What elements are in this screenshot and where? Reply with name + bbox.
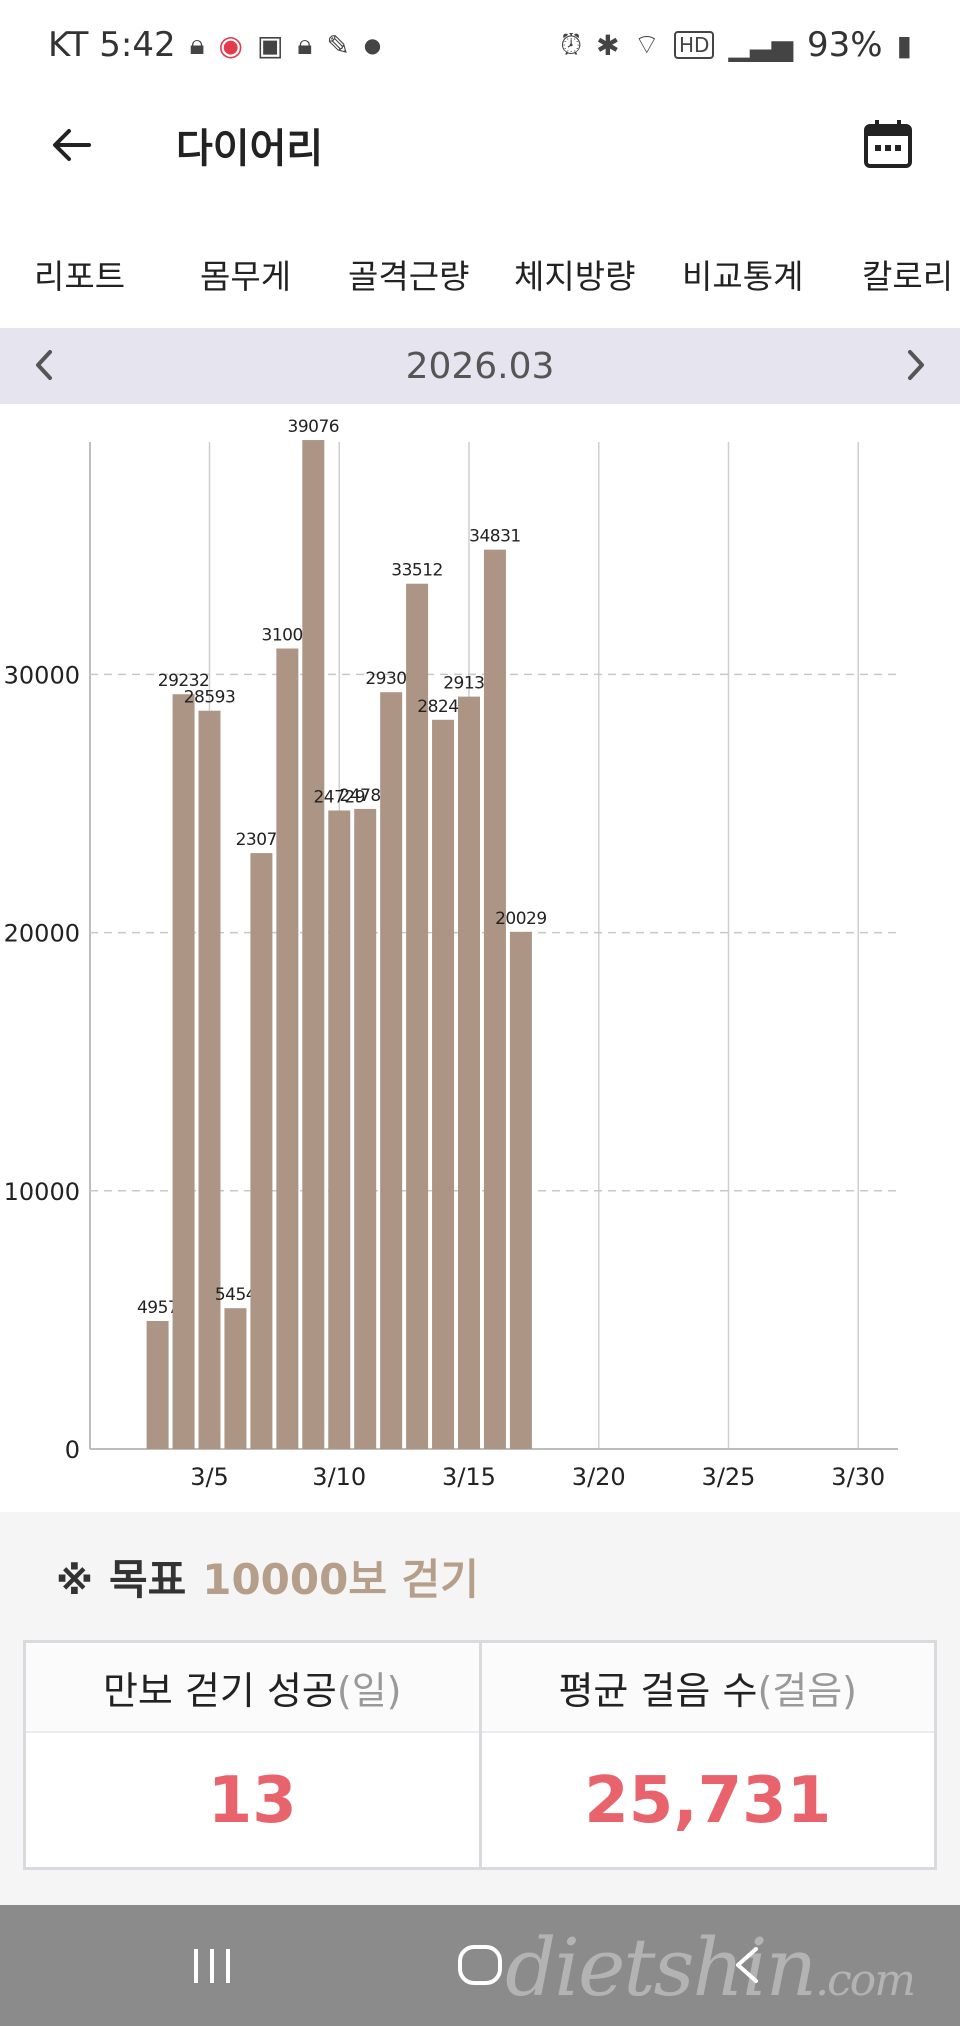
back-nav-icon[interactable]: [730, 1943, 764, 1991]
stat-value: 25,731: [584, 1764, 832, 1838]
data-label: 5454: [215, 1285, 256, 1305]
dot-icon: ●: [363, 33, 382, 57]
back-arrow-icon[interactable]: [46, 120, 96, 170]
data-label: 4957: [137, 1298, 178, 1318]
goal-value: 10000보 걷기: [202, 1555, 479, 1604]
battery-text: 93%: [807, 25, 883, 65]
status-right: ⏰︎ ✱ ⌔ HD ▁▃▅ 93% ▮: [560, 25, 912, 65]
bar: [380, 692, 403, 1449]
system-nav-bar: dietshin.com: [0, 1905, 960, 2026]
data-label: 29139: [443, 674, 495, 694]
bar: [198, 710, 221, 1449]
bar: [250, 853, 273, 1449]
watermark-suffix: .com: [815, 1955, 916, 2006]
stat-average-steps: 평균 걸음 수 (걸음) 25,731: [478, 1643, 934, 1867]
stat-unit: (일): [336, 1668, 402, 1713]
bluetooth-icon: ✱: [596, 28, 620, 62]
bar: [406, 583, 429, 1449]
stats-table: 만보 걷기 성공 (일) 13 평균 걸음 수 (걸음) 25,731: [23, 1640, 937, 1870]
home-icon[interactable]: [456, 1943, 504, 1991]
stat-label: 평균 걸음 수: [558, 1668, 758, 1713]
stat-value: 13: [207, 1764, 297, 1838]
note-mark: ※: [56, 1559, 93, 1603]
y-tick-label: 10000: [4, 1178, 80, 1206]
app-bar: 다이어리: [0, 90, 960, 200]
status-bar: KT 5:42 🔒︎ ◉ ▣ 🔒︎ ✎ ● ⏰︎ ✱ ⌔ HD ▁▃▅ 93% …: [0, 0, 960, 90]
recent-apps-icon[interactable]: [190, 1943, 234, 1991]
chevron-right-icon[interactable]: [892, 342, 938, 388]
stat-header: 만보 걷기 성공 (일): [26, 1643, 479, 1733]
bar: [432, 719, 455, 1449]
month-label: 2026.03: [405, 346, 555, 387]
stat-header: 평균 걸음 수 (걸음): [481, 1643, 934, 1733]
watermark-logo: dietshin.com: [505, 1921, 916, 2014]
wifi-icon: ⌔: [633, 27, 660, 61]
tab-calories[interactable]: 칼로리: [862, 257, 954, 296]
data-label: 39076: [288, 417, 340, 437]
data-label: 33512: [391, 561, 443, 581]
bar: [483, 549, 506, 1449]
lock-icon: 🔒︎: [297, 28, 313, 61]
tab-report[interactable]: 리포트: [34, 257, 126, 296]
status-left: KT 5:42 🔒︎ ◉ ▣ 🔒︎ ✎ ●: [48, 25, 381, 65]
data-label: 29309: [365, 669, 417, 689]
lock-icon: 🔒︎: [189, 28, 205, 61]
data-label: 24789: [339, 786, 391, 806]
stat-label: 만보 걷기 성공: [102, 1668, 337, 1713]
bar: [509, 931, 532, 1449]
alarm-icon: ⏰︎: [560, 28, 583, 61]
goal-prefix: 목표: [108, 1555, 187, 1604]
steps-chart: 0 10000 20000 30000 3/5 3/10 3/15 3/20 3/25 3/30 4…: [0, 404, 960, 1512]
goal-section: ※ 목표 10000보 걷기 만보 걷기 성공 (일) 13 평균 걸음 수 (걸음…: [0, 1512, 960, 1905]
bar: [302, 440, 325, 1450]
tab-body-fat[interactable]: 체지방량: [514, 257, 636, 296]
x-tick-label: 3/15: [442, 1463, 496, 1491]
data-label: 31002: [262, 626, 314, 646]
wallet-icon: ▣: [256, 28, 284, 62]
tab-comparison[interactable]: 비교통계: [682, 257, 804, 296]
tab-weight[interactable]: 몸무게: [200, 257, 292, 296]
tab-bar: 리포트 몸무게 골격근량 체지방량 비교통계 칼로리: [0, 230, 960, 314]
battery-icon: ▮: [896, 28, 912, 62]
x-tick-label: 3/20: [572, 1463, 626, 1491]
data-label: 20029: [495, 909, 547, 929]
page-title: 다이어리: [176, 126, 324, 172]
bar: [276, 648, 299, 1449]
chevron-left-icon[interactable]: [22, 342, 68, 388]
bar: [354, 808, 377, 1449]
month-selector: 2026.03: [0, 328, 960, 404]
x-tick-label: 3/5: [190, 1463, 229, 1491]
data-label: 24729: [313, 787, 365, 807]
x-tick-label: 3/25: [702, 1463, 756, 1491]
y-tick-label: 0: [65, 1436, 80, 1464]
hd-icon: HD: [673, 31, 715, 59]
x-tick-label: 3/10: [312, 1463, 366, 1491]
signal-icon: ▁▃▅: [728, 28, 793, 62]
x-tick-label: 3/30: [831, 1463, 885, 1491]
data-label: 28593: [184, 688, 236, 708]
tab-muscle-mass[interactable]: 골격근량: [348, 257, 470, 296]
data-label: 29232: [158, 671, 210, 691]
data-label: 34831: [469, 527, 521, 547]
bar: [146, 1321, 169, 1449]
bar: [224, 1308, 247, 1449]
bar: [172, 694, 195, 1449]
stat-success-days: 만보 걷기 성공 (일) 13: [26, 1643, 479, 1867]
record-icon: ◉: [218, 28, 243, 62]
data-label: 23079: [236, 830, 288, 850]
watermark-main: dietshin: [505, 1921, 817, 2014]
y-tick-label: 20000: [4, 920, 80, 948]
data-label: 28242: [417, 697, 469, 717]
y-tick-label: 30000: [4, 661, 80, 689]
bar: [328, 810, 351, 1449]
bar-chart-svg: 0 10000 20000 30000 3/5 3/10 3/15 3/20 3/25 3/30 4…: [4, 417, 898, 1491]
carrier-time: KT 5:42: [48, 25, 176, 65]
stat-unit: (걸음): [757, 1668, 858, 1713]
calendar-icon[interactable]: [862, 118, 914, 170]
goal-line: ※ 목표 10000보 걷기: [56, 1546, 479, 1607]
bar: [458, 696, 480, 1449]
pen-icon: ✎: [326, 28, 350, 62]
